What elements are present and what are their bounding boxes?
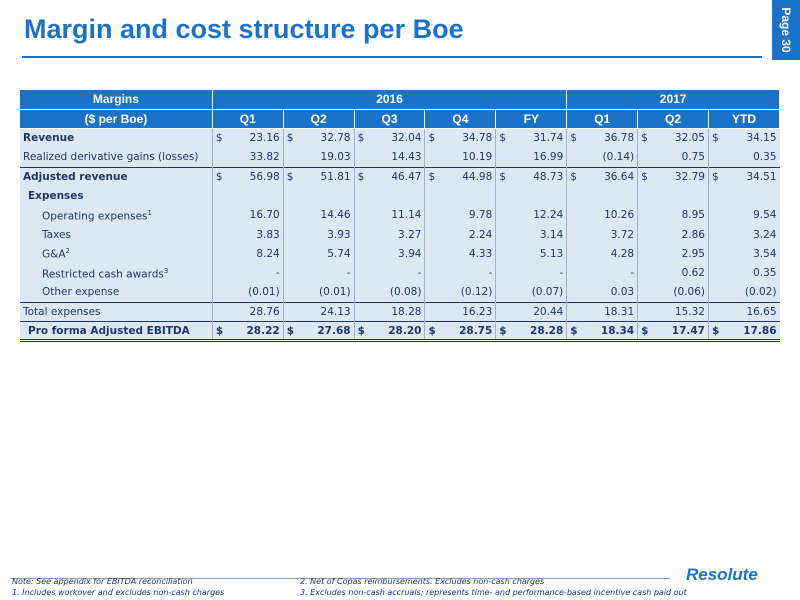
header-col-2017-q1: Q1 (566, 109, 639, 130)
row-restricted-cash-awards: Restricted cash awards3 - - - - - - 0.62… (20, 263, 780, 283)
footer-divider (10, 578, 670, 579)
header-col-2016-fy: FY (495, 109, 568, 130)
page-number: Page 30 (779, 7, 793, 53)
footnote-appendix: Note: See appendix for EBITDA reconcilia… (12, 577, 193, 586)
footnotes-right: 2. Net of Copas reimbursements. Excludes… (300, 576, 687, 598)
header-col-2017-ytd: YTD (708, 109, 781, 130)
row-operating-expenses: Operating expenses1 16.70 14.46 11.14 9.… (20, 205, 780, 226)
row-taxes: Taxes 3.83 3.93 3.27 2.24 3.14 3.72 2.86… (20, 225, 780, 245)
page-number-tab: Page 30 (772, 0, 800, 60)
row-label: Taxes (20, 225, 213, 245)
row-ga: G&A2 8.24 5.74 3.94 4.33 5.13 4.28 2.95 … (20, 244, 780, 264)
row-adjusted-revenue: Adjusted revenue $56.98 $51.81 $46.47 $4… (20, 166, 780, 187)
footnotes-left: Note: See appendix for EBITDA reconcilia… (12, 576, 224, 598)
row-expenses-heading: Expenses (20, 186, 780, 206)
row-label: Operating expenses1 (20, 205, 213, 226)
row-label: Total expenses (20, 301, 213, 322)
row-label: G&A2 (20, 244, 213, 264)
header-col-2017-q2: Q2 (637, 109, 709, 130)
row-pro-forma-ebitda: Pro forma Adjusted EBITDA $28.22 $27.68 … (20, 321, 780, 343)
row-other-expense: Other expense (0.01) (0.01) (0.08) (0.12… (20, 282, 780, 303)
row-realized-derivative: Realized derivative gains (losses) 33.82… (20, 147, 780, 168)
footnote-1: 1. Includes workover and excludes non-ca… (12, 588, 225, 597)
company-logo: Resolute (686, 565, 758, 584)
page-title: Margin and cost structure per Boe (24, 14, 464, 44)
header-col-2016-q1: Q1 (212, 109, 284, 130)
row-label: Adjusted revenue (20, 166, 213, 187)
row-label: Realized derivative gains (losses) (20, 147, 213, 168)
row-label: Revenue (20, 128, 213, 148)
footnote-2: 2. Net of Copas reimbursements. Excludes… (300, 577, 545, 586)
header-col-2016-q3: Q3 (354, 109, 426, 130)
margin-cost-table: Margins 2016 2017 ($ per Boe) Q1 Q2 Q3 Q… (20, 90, 781, 343)
header-year-2016: 2016 (212, 90, 568, 110)
header-margins: Margins (20, 90, 213, 110)
row-label: Restricted cash awards3 (20, 263, 213, 283)
row-label: Other expense (20, 282, 213, 303)
header-col-2016-q2: Q2 (283, 109, 355, 130)
footnote-3: 3. Excludes non-cash accruals; represent… (300, 588, 687, 597)
row-revenue: Revenue $23.16 $32.78 $32.04 $34.78 $31.… (20, 128, 780, 148)
header-unit: ($ per Boe) (20, 109, 213, 130)
header-row-periods: ($ per Boe) Q1 Q2 Q3 Q4 FY Q1 Q2 YTD (20, 109, 781, 130)
row-label: Pro forma Adjusted EBITDA (20, 321, 213, 343)
row-label: Expenses (20, 186, 213, 206)
header-col-2016-q4: Q4 (424, 109, 497, 130)
title-divider (22, 56, 762, 58)
row-total-expenses: Total expenses 28.76 24.13 18.28 16.23 2… (20, 301, 780, 322)
header-row-years: Margins 2016 2017 (20, 90, 780, 110)
header-year-2017: 2017 (566, 90, 780, 110)
